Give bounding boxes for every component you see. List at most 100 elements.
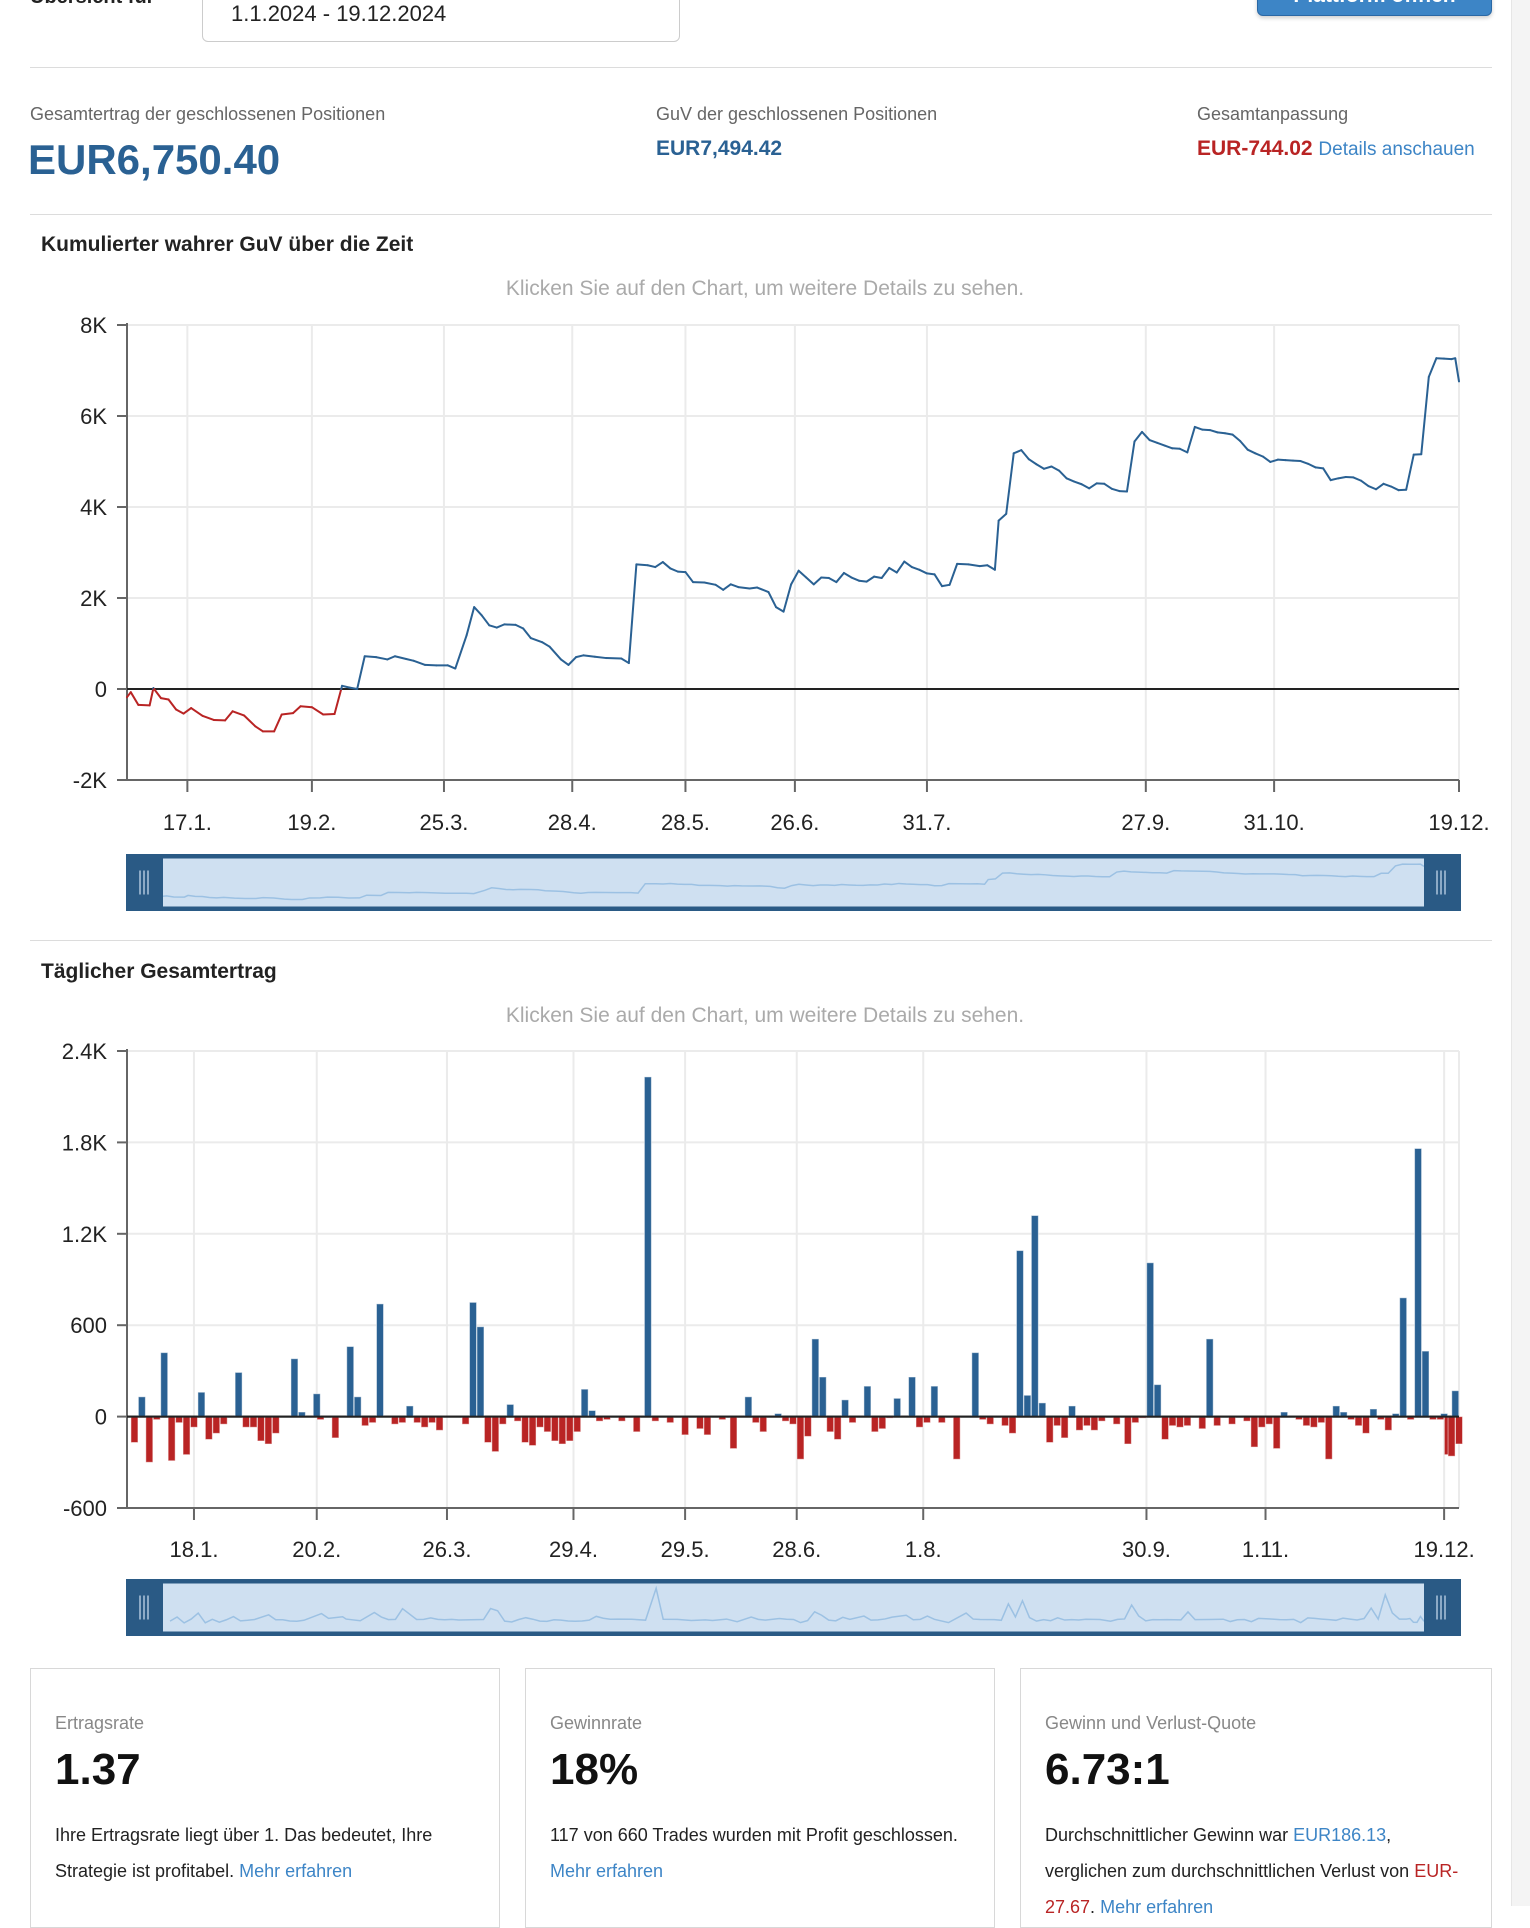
series-line-segment [1248,450,1256,454]
learn-more-link[interactable]: Mehr erfahren [239,1861,352,1881]
series-line-segment [648,565,656,567]
series-line-segment [1406,455,1414,490]
daily-return-bar [1370,1409,1377,1417]
navigator-range [127,855,1460,910]
daily-return-bar [213,1417,220,1434]
pnl-value: EUR7,494.42 [656,137,782,161]
navigator-right-handle[interactable] [1424,1580,1460,1635]
series-line-segment [455,635,466,668]
daily-return-bar [1184,1417,1191,1426]
series-line-segment [757,588,768,593]
daily-return-bar [879,1417,886,1429]
series-line-segment [595,657,606,658]
daily-return-bar [1069,1406,1076,1417]
total-return-label: Gesamtertrag der geschlossenen Positione… [30,104,385,125]
series-line-segment [1014,450,1022,453]
series-line-segment [1059,471,1067,479]
daily-return-bar [812,1339,819,1417]
y-tick-label: -600 [63,1496,107,1521]
series-line-segment [999,514,1007,521]
card-description: Ihre Ertragsrate liegt über 1. Das bedeu… [55,1817,479,1889]
series-line-segment [629,564,637,663]
x-tick-label: 30.9. [1122,1537,1171,1562]
daily-return-bar [138,1397,145,1417]
series-line-segment [1006,453,1014,514]
date-range-field[interactable]: 1.1.2024 - 19.12.2024 [202,0,680,42]
daily-return-bar [406,1406,413,1417]
daily-return-bar [581,1389,588,1416]
daily-return-bar [1452,1391,1459,1417]
daily-return-bar [1456,1417,1463,1444]
series-line-segment [987,565,995,570]
daily-return-bar [1113,1417,1120,1425]
pnl-label: GuV der geschlossenen Positionen [656,104,937,125]
daily-return-bar [819,1377,826,1417]
series-line-segment [935,574,943,586]
series-line-segment [738,587,749,588]
series-line-segment [169,699,177,709]
series-line-segment [387,656,395,659]
series-line-segment [844,573,852,578]
daily-return-bar [704,1417,711,1435]
series-line-segment [685,572,693,582]
card-label: Gewinn und Verlust-Quote [1045,1713,1256,1734]
daily-return-bar [1273,1417,1280,1449]
navigator-left-handle[interactable] [127,1580,163,1635]
series-line-segment [799,571,807,578]
series-line-segment [1180,449,1188,453]
series-line-segment [576,655,584,657]
series-line-segment [293,706,301,713]
learn-more-link[interactable]: Mehr erfahren [1100,1897,1213,1917]
x-tick-label: 31.7. [902,810,951,835]
daily-return-chart[interactable]: -60006001.2K1.8K2.4K18.1.20.2.26.3.29.4.… [0,1030,1530,1650]
series-line-segment [335,689,342,714]
card-value: 1.37 [55,1745,141,1795]
series-line-segment [1082,484,1090,488]
navigator-right-handle[interactable] [1424,855,1460,910]
daily-return-bar [1362,1417,1369,1434]
daily-return-bar [536,1417,543,1428]
series-line-segment [912,567,920,570]
daily-return-bar [436,1417,443,1431]
daily-return-bar [1422,1351,1429,1417]
navigator-range [127,1580,1460,1635]
learn-more-link[interactable]: Mehr erfahren [550,1861,663,1881]
details-link[interactable]: Details anschauen [1318,139,1474,160]
series-line-segment [550,647,561,660]
daily-return-bar [235,1372,242,1416]
x-tick-label: 19.12. [1414,1537,1475,1562]
x-tick-label: 31.10. [1244,810,1305,835]
series-line-segment [995,521,999,570]
daily-return-bar [797,1417,804,1460]
daily-return-bar [972,1353,979,1417]
series-line-segment [1376,484,1384,489]
daily-return-bar [1400,1298,1407,1417]
y-tick-label: 2.4K [62,1039,108,1064]
series-line-segment [1323,468,1331,480]
series-line-segment [244,715,255,726]
series-line-segment [1157,443,1165,446]
daily-return-bar [354,1397,361,1417]
daily-return-bar [313,1394,320,1417]
y-tick-label: 1.2K [62,1222,108,1247]
daily-return-bar [484,1417,491,1443]
series-line-segment [516,625,524,629]
daily-return-bar [1355,1417,1362,1426]
cumulative-pnl-chart[interactable]: -2K02K4K6K8K17.1.19.2.25.3.28.4.28.5.26.… [0,300,1530,920]
daily-return-bar [131,1417,138,1443]
x-tick-label: 19.2. [287,810,336,835]
daily-return-bar [644,1077,651,1417]
series-line-segment [1021,450,1029,459]
open-platform-button[interactable]: Plattform öffnen [1257,0,1492,16]
daily-return-bar [257,1417,264,1441]
series-line-segment [1074,482,1082,485]
daily-return-bar [250,1417,257,1428]
daily-return-bar [529,1417,536,1446]
daily-return-bar [1266,1417,1273,1425]
page-scrollbar[interactable] [1511,0,1530,1906]
series-line-segment [1029,459,1037,464]
daily-return-bar [205,1417,212,1440]
series-line-segment [467,607,475,635]
navigator-left-handle[interactable] [127,855,163,910]
series-line-segment [191,708,202,716]
